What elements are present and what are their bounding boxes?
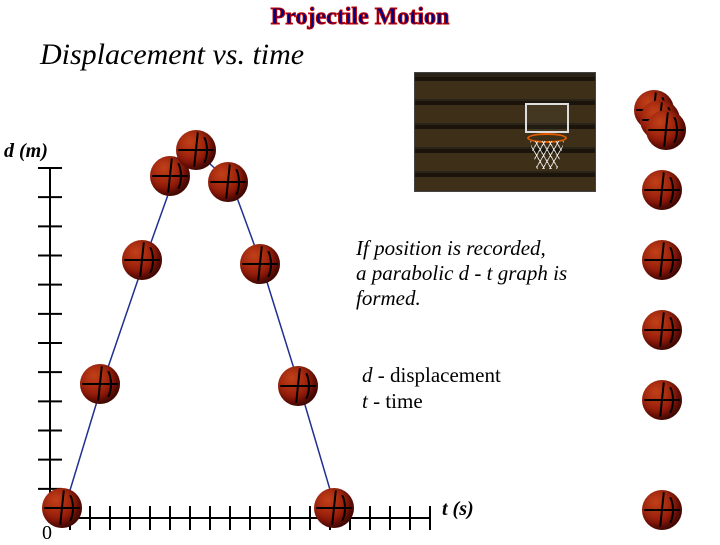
trajectory-line bbox=[0, 0, 720, 540]
